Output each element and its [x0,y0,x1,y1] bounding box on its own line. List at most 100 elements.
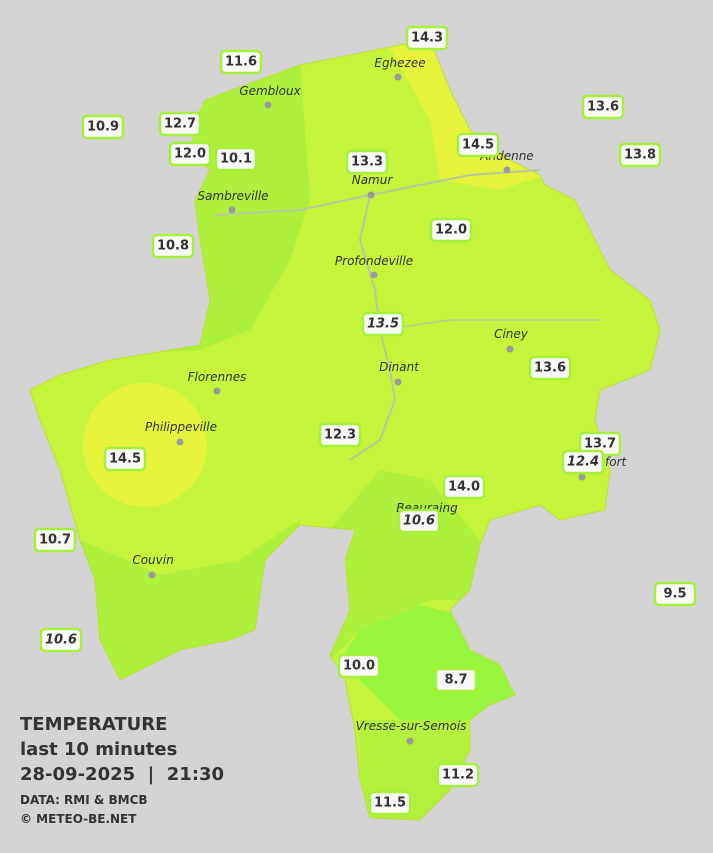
city-dot [367,191,375,199]
station: 12.3 [318,422,362,448]
station: 8.7 [434,667,478,693]
city-dot [370,271,378,279]
station-value: 13.7 [584,437,616,452]
station-value: 14.5 [462,138,494,153]
cities: EghezeeGemblouxAndenneSambrevilleNamurPr… [132,56,628,745]
city-label: Gembloux [239,84,301,98]
station-value: 13.6 [534,361,566,376]
station-box [39,627,83,653]
station-box [318,422,362,448]
city-dot [213,387,221,395]
copyright: © METEO-BE.NET [20,812,137,826]
city-dot [148,571,156,579]
city-dot [406,737,414,745]
city-dot [228,206,236,214]
datetime: 28-09-2025 | 21:30 [20,764,224,785]
station: 13.8 [618,142,662,168]
station-box [397,508,441,534]
station-box [368,790,412,816]
source: DATA: RMI & BMCB [20,793,148,807]
river [379,319,600,331]
station-box [158,111,202,137]
station: 10.1 [214,146,258,172]
city-dot [506,345,514,353]
station-value: 13.5 [367,317,399,332]
city-label: Eghezee [374,56,425,70]
station-box [456,132,500,158]
station-box [33,527,77,553]
station-box [337,653,381,679]
station: 12.0 [429,217,473,243]
station-value: 11.5 [374,796,406,811]
station-box [168,141,212,167]
station-value: 10.9 [87,120,119,135]
station: 10.6 [39,627,83,653]
station-box [653,581,697,607]
station-value: 10.7 [39,533,71,548]
station-box [214,146,258,172]
city-dot [176,438,184,446]
station: 11.6 [219,49,263,75]
station-value: 13.6 [587,100,619,115]
station-value: 10.0 [343,659,375,674]
station: 12.4 [561,449,605,475]
zone [330,470,480,660]
station: 13.5 [361,311,405,337]
station-value: 12.0 [174,147,206,162]
station-value: 14.3 [411,31,443,46]
station-value: 10.6 [45,633,77,648]
station-box [581,94,625,120]
station: 11.5 [368,790,412,816]
station: 13.6 [581,94,625,120]
station: 10.9 [81,114,125,140]
station-box [434,667,478,693]
station: 13.6 [528,355,572,381]
station: 10.0 [337,653,381,679]
station: 9.5 [653,581,697,607]
legend: TEMPERATURE last 10 minutes 28-09-2025 |… [20,714,224,826]
stations: 14.3 11.6 13.6 10.9 12.7 14.5 12.0 10.1 13.3 13.8… [33,25,697,816]
station: 10.8 [151,233,195,259]
station: 10.6 [397,508,441,534]
station-value: 9.5 [663,587,686,602]
station-value: 10.6 [403,514,435,529]
station-value: 14.0 [448,480,480,495]
city-label: Profondeville [335,254,413,268]
station-box [436,762,480,788]
station-value: 10.8 [157,239,189,254]
station: 13.3 [345,149,389,175]
station-box [528,355,572,381]
city-dot [394,73,402,81]
zone [83,383,207,507]
city-label: Florennes [188,370,247,384]
city-dot [394,378,402,386]
station: 12.0 [168,141,212,167]
station-value: 12.3 [324,428,356,443]
station: 14.0 [442,474,486,500]
station-box [219,49,263,75]
station-box [405,25,449,51]
station-box [442,474,486,500]
station: 14.5 [456,132,500,158]
city-label: Sambreville [197,189,268,203]
river [214,169,541,216]
station: 12.7 [158,111,202,137]
station: 14.3 [405,25,449,51]
station: 13.7 [578,431,622,457]
subtitle: last 10 minutes [20,739,177,760]
city-label: Couvin [132,553,173,567]
city-label: Vresse-sur-Semois [356,719,467,733]
station-box [361,311,405,337]
station-box [561,449,605,475]
station-value: 10.1 [220,152,252,167]
station-value: 12.4 [567,455,599,470]
city-dot [578,473,586,481]
station: 11.2 [436,762,480,788]
station-value: 14.5 [109,452,141,467]
city-dot [503,166,511,174]
station-box [429,217,473,243]
city-label: Dinant [379,360,420,374]
station-value: 13.8 [624,148,656,163]
station: 14.5 [103,446,147,472]
